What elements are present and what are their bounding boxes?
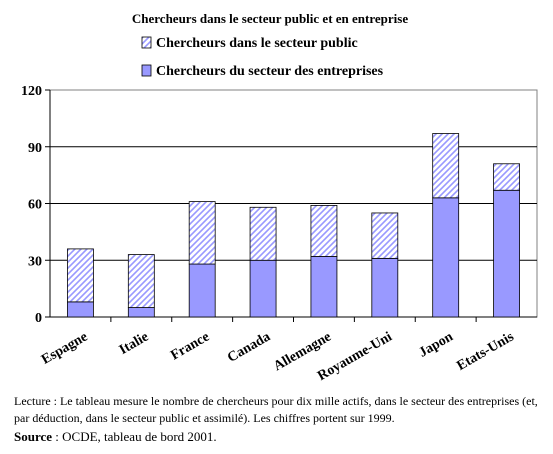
y-tick-label: 120	[21, 84, 42, 99]
chart: Chercheurs dans le secteur public et en …	[21, 11, 538, 384]
bar	[127, 254, 155, 308]
y-tick-label: 90	[28, 141, 42, 156]
source-note: Source : OCDE, tableau de bord 2001.	[14, 429, 217, 445]
bar	[493, 163, 520, 191]
chart-title: Chercheurs dans le secteur public et en …	[132, 11, 408, 26]
bar	[249, 206, 277, 261]
bar	[371, 257, 399, 318]
bar	[371, 212, 399, 259]
x-tick-label: Japon	[417, 329, 456, 360]
bar	[188, 201, 216, 265]
bar	[432, 133, 460, 199]
x-tick-label: France	[168, 329, 212, 363]
bar	[188, 263, 216, 318]
legend-swatch	[141, 36, 152, 49]
bar	[432, 197, 460, 318]
legend-label: Chercheurs du secteur des entreprises	[156, 64, 384, 79]
legend-label: Chercheurs dans le secteur public	[156, 36, 358, 51]
legend: Chercheurs dans le secteur public Cherche…	[141, 36, 384, 79]
y-tick-label: 0	[35, 311, 42, 326]
x-tick-label: Espagne	[39, 329, 90, 367]
bar	[493, 189, 520, 318]
bar	[127, 307, 155, 318]
bar	[310, 256, 338, 318]
source-text: : OCDE, tableau de bord 2001.	[52, 429, 217, 444]
chart-caption: Lecture : Le tableau mesure le nombre de…	[14, 394, 538, 425]
legend-swatch	[141, 64, 152, 77]
bar	[67, 301, 94, 318]
y-tick-label: 30	[28, 254, 42, 269]
x-tick-label: Canada	[225, 329, 273, 365]
bar	[249, 259, 277, 318]
x-tick-label: Etats-Unis	[454, 329, 517, 374]
y-tick-label: 60	[28, 198, 42, 213]
bar	[67, 248, 94, 303]
bar	[310, 204, 338, 257]
source-label: Source	[14, 429, 53, 444]
x-tick-label: Italie	[117, 329, 151, 358]
